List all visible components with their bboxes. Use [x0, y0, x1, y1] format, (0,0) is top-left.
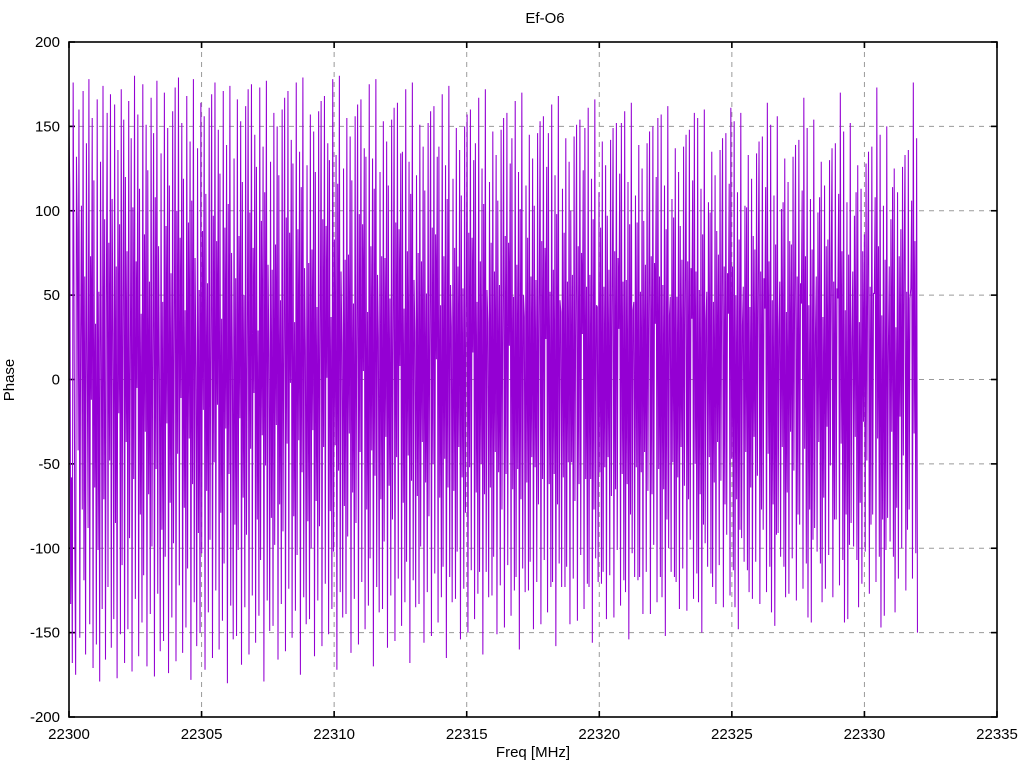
y-tick-label: 50 — [43, 287, 60, 304]
x-tick-label: 22320 — [578, 726, 620, 743]
x-axis-tick-labels: 22300 22305 22310 22315 22320 22325 22330 22335 — [48, 726, 1018, 743]
x-tick-label: 22310 — [313, 726, 355, 743]
y-tick-label: -50 — [38, 456, 60, 473]
y-tick-label: -150 — [30, 625, 60, 642]
y-tick-label: 0 — [52, 372, 60, 389]
chart-title: Ef-O6 — [525, 10, 564, 27]
data-series-line — [69, 75, 918, 684]
y-tick-label: 150 — [35, 118, 60, 135]
x-axis-title: Freq [MHz] — [496, 744, 570, 761]
y-axis-tick-labels: -200 -150 -100 -50 0 50 100 150 200 — [30, 34, 60, 726]
y-tick-label: -100 — [30, 540, 60, 557]
x-tick-label: 22305 — [181, 726, 223, 743]
x-tick-label: 22330 — [844, 726, 886, 743]
x-tick-label: 22325 — [711, 726, 753, 743]
data-series-group — [69, 75, 918, 684]
y-tick-label: 200 — [35, 34, 60, 51]
x-tick-label: 22300 — [48, 726, 90, 743]
y-tick-label: 100 — [35, 203, 60, 220]
y-axis-title: Phase — [1, 359, 18, 402]
x-tick-label: 22315 — [446, 726, 488, 743]
plot-area-border — [68, 41, 998, 718]
y-tick-label: -200 — [30, 709, 60, 726]
x-tick-label: 22335 — [976, 726, 1018, 743]
